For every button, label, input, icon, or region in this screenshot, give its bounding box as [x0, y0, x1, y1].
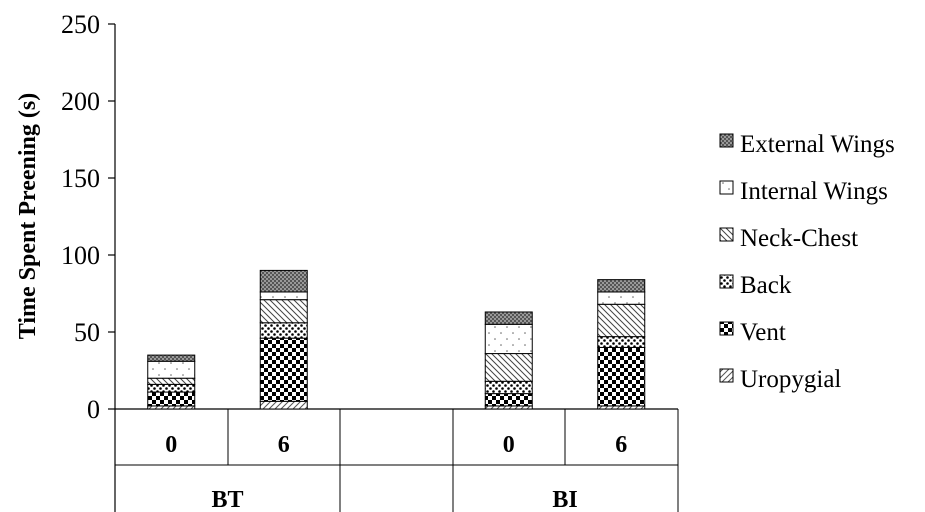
- legend-swatch-uropygial: [719, 368, 734, 383]
- x-tick-labels: 0 6 0 6: [165, 432, 627, 458]
- bar-segment-back: [147, 383, 196, 393]
- bar-segment-back: [259, 322, 308, 339]
- y-tick-label: 50: [74, 318, 100, 347]
- legend-swatch-internal-wings: [719, 180, 734, 195]
- bar-segment-vent: [597, 346, 646, 407]
- x-tick-label: 0: [503, 432, 515, 458]
- bar-segment-neck-chest: [259, 299, 308, 324]
- legend-swatch-vent: [719, 321, 734, 336]
- bar-segment-neck-chest: [147, 377, 196, 385]
- legend-label: Uropygial: [740, 366, 841, 393]
- legend: External Wings Internal Wings Neck-Chest Ba…: [719, 131, 895, 393]
- x-tick-label: 0: [165, 432, 177, 458]
- y-axis-label: Time Spent Preening (s): [15, 93, 41, 339]
- y-tick-label: 150: [61, 164, 100, 193]
- legend-label: Internal Wings: [740, 178, 888, 205]
- bar-segment-vent: [484, 393, 533, 407]
- x-tick-label: 6: [615, 432, 627, 458]
- legend-label: Vent: [740, 319, 786, 346]
- bar-segment-vent: [147, 391, 196, 407]
- y-tick-label: 250: [61, 10, 100, 39]
- legend-label: Neck-Chest: [740, 225, 858, 252]
- bar-segment-external-wings: [259, 269, 308, 293]
- y-tick-label: 200: [61, 87, 100, 116]
- bar-segment-internal-wings: [484, 323, 533, 355]
- legend-swatch-back: [719, 274, 734, 289]
- bar-segment-back: [597, 336, 646, 348]
- legend-swatch-external-wings: [719, 133, 734, 148]
- legend-swatch-neck-chest: [719, 227, 734, 242]
- bar-segment-vent: [259, 337, 308, 402]
- bar-segment-neck-chest: [484, 353, 533, 382]
- x-tick-label: 6: [278, 432, 290, 458]
- legend-label: Back: [740, 272, 792, 299]
- bar-segment-external-wings: [484, 311, 533, 325]
- bar-segment-uropygial: [259, 400, 308, 410]
- bar-segment-back: [484, 380, 533, 395]
- legend-label: External Wings: [740, 131, 895, 158]
- bars: [147, 269, 646, 410]
- bar-segment-external-wings: [147, 354, 196, 362]
- x-group-label: BT: [211, 487, 243, 512]
- bar-segment-internal-wings: [259, 291, 308, 301]
- bar-segment-external-wings: [597, 279, 646, 293]
- y-tick-label: 0: [87, 395, 100, 424]
- x-group-labels: BT BI: [211, 487, 577, 512]
- bar-segment-internal-wings: [597, 291, 646, 305]
- y-tick-label: 100: [61, 241, 100, 270]
- bar-segment-neck-chest: [597, 303, 646, 338]
- bar-segment-internal-wings: [147, 360, 196, 379]
- y-ticks: 0 50 100 150 200 250: [61, 10, 115, 424]
- x-group-label: BI: [552, 487, 577, 512]
